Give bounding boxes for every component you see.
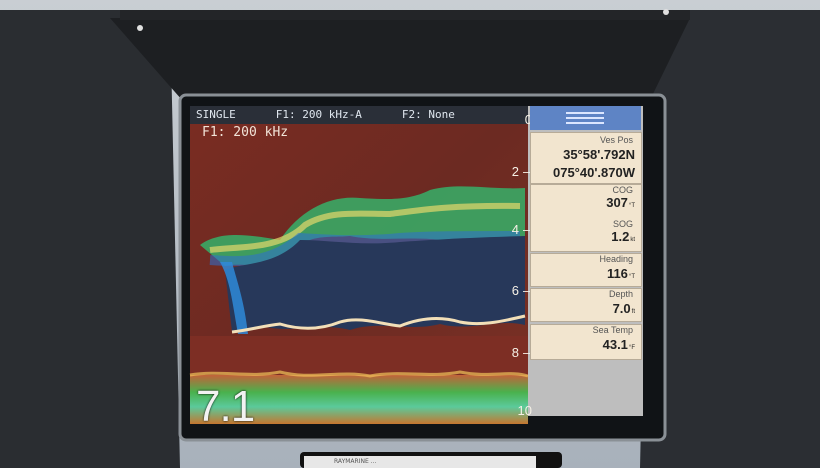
hood-screw-right bbox=[663, 9, 669, 15]
menu-icon bbox=[566, 112, 604, 114]
sea-temp-box: Sea Temp 43.1°F bbox=[530, 324, 642, 360]
current-depth-readout: 7.1 bbox=[196, 382, 255, 431]
heading-box: Heading 116°T bbox=[530, 253, 642, 287]
left-console-housing bbox=[0, 10, 180, 468]
echo-band-highlight bbox=[209, 202, 521, 253]
depth-scale: 0 2— 4— 6— 8— 10 bbox=[496, 112, 536, 422]
descending-echo bbox=[220, 262, 248, 334]
depth-label: Depth bbox=[608, 289, 633, 299]
bottom-line bbox=[231, 314, 526, 334]
cog-label: COG bbox=[612, 185, 633, 195]
sog-value: 1.2kt bbox=[611, 229, 635, 244]
menu-icon-bar bbox=[566, 122, 604, 124]
vessel-position-box: Ves Pos 35°58'.792N 075°40'.870W bbox=[530, 132, 642, 184]
sonar-top-bar bbox=[190, 106, 528, 124]
depth-box: Depth 7.0ft bbox=[530, 288, 642, 322]
heading-value: 116°T bbox=[606, 266, 635, 281]
depth-tick-0: 0 bbox=[524, 112, 532, 127]
latitude-value: 35°58'.792N bbox=[563, 147, 635, 162]
sea-temp-label: Sea Temp bbox=[592, 325, 633, 335]
top-hood bbox=[110, 18, 690, 100]
f2-label: F2: None bbox=[401, 108, 455, 121]
frequency-overlay: F1: 200 kHz bbox=[202, 125, 289, 140]
sog-label: SOG bbox=[612, 219, 633, 229]
lower-noise bbox=[190, 336, 528, 376]
bezel-model-label: RAYMARINE ... bbox=[304, 456, 536, 468]
depth-value: 7.0ft bbox=[612, 301, 635, 316]
menu-icon-bar bbox=[566, 117, 604, 119]
mode-label: SINGLE bbox=[196, 108, 236, 121]
hood-edge bbox=[120, 10, 690, 20]
f1-label: F1: 200 kHz-A bbox=[275, 108, 362, 121]
second-bottom-return bbox=[190, 375, 528, 424]
depth-tick-10: 10 bbox=[517, 403, 532, 418]
longitude-value: 075°40'.870W bbox=[552, 165, 635, 180]
second-return-edge bbox=[189, 370, 529, 378]
echo-band-blue bbox=[209, 231, 521, 267]
cog-sog-box: COG 307°T SOG 1.2kt bbox=[530, 184, 642, 252]
right-console-housing bbox=[640, 10, 820, 468]
water-column bbox=[225, 236, 525, 332]
sonar-header: SINGLE F1: 200 kHz-A F2: None bbox=[196, 107, 526, 123]
hood-screw-left bbox=[137, 25, 143, 31]
ves-pos-label: Ves Pos bbox=[599, 135, 633, 145]
menu-button[interactable] bbox=[530, 106, 641, 130]
heading-label: Heading bbox=[599, 254, 633, 264]
sea-temp-value: 43.1°F bbox=[602, 337, 635, 352]
cog-value: 307°T bbox=[606, 195, 635, 210]
